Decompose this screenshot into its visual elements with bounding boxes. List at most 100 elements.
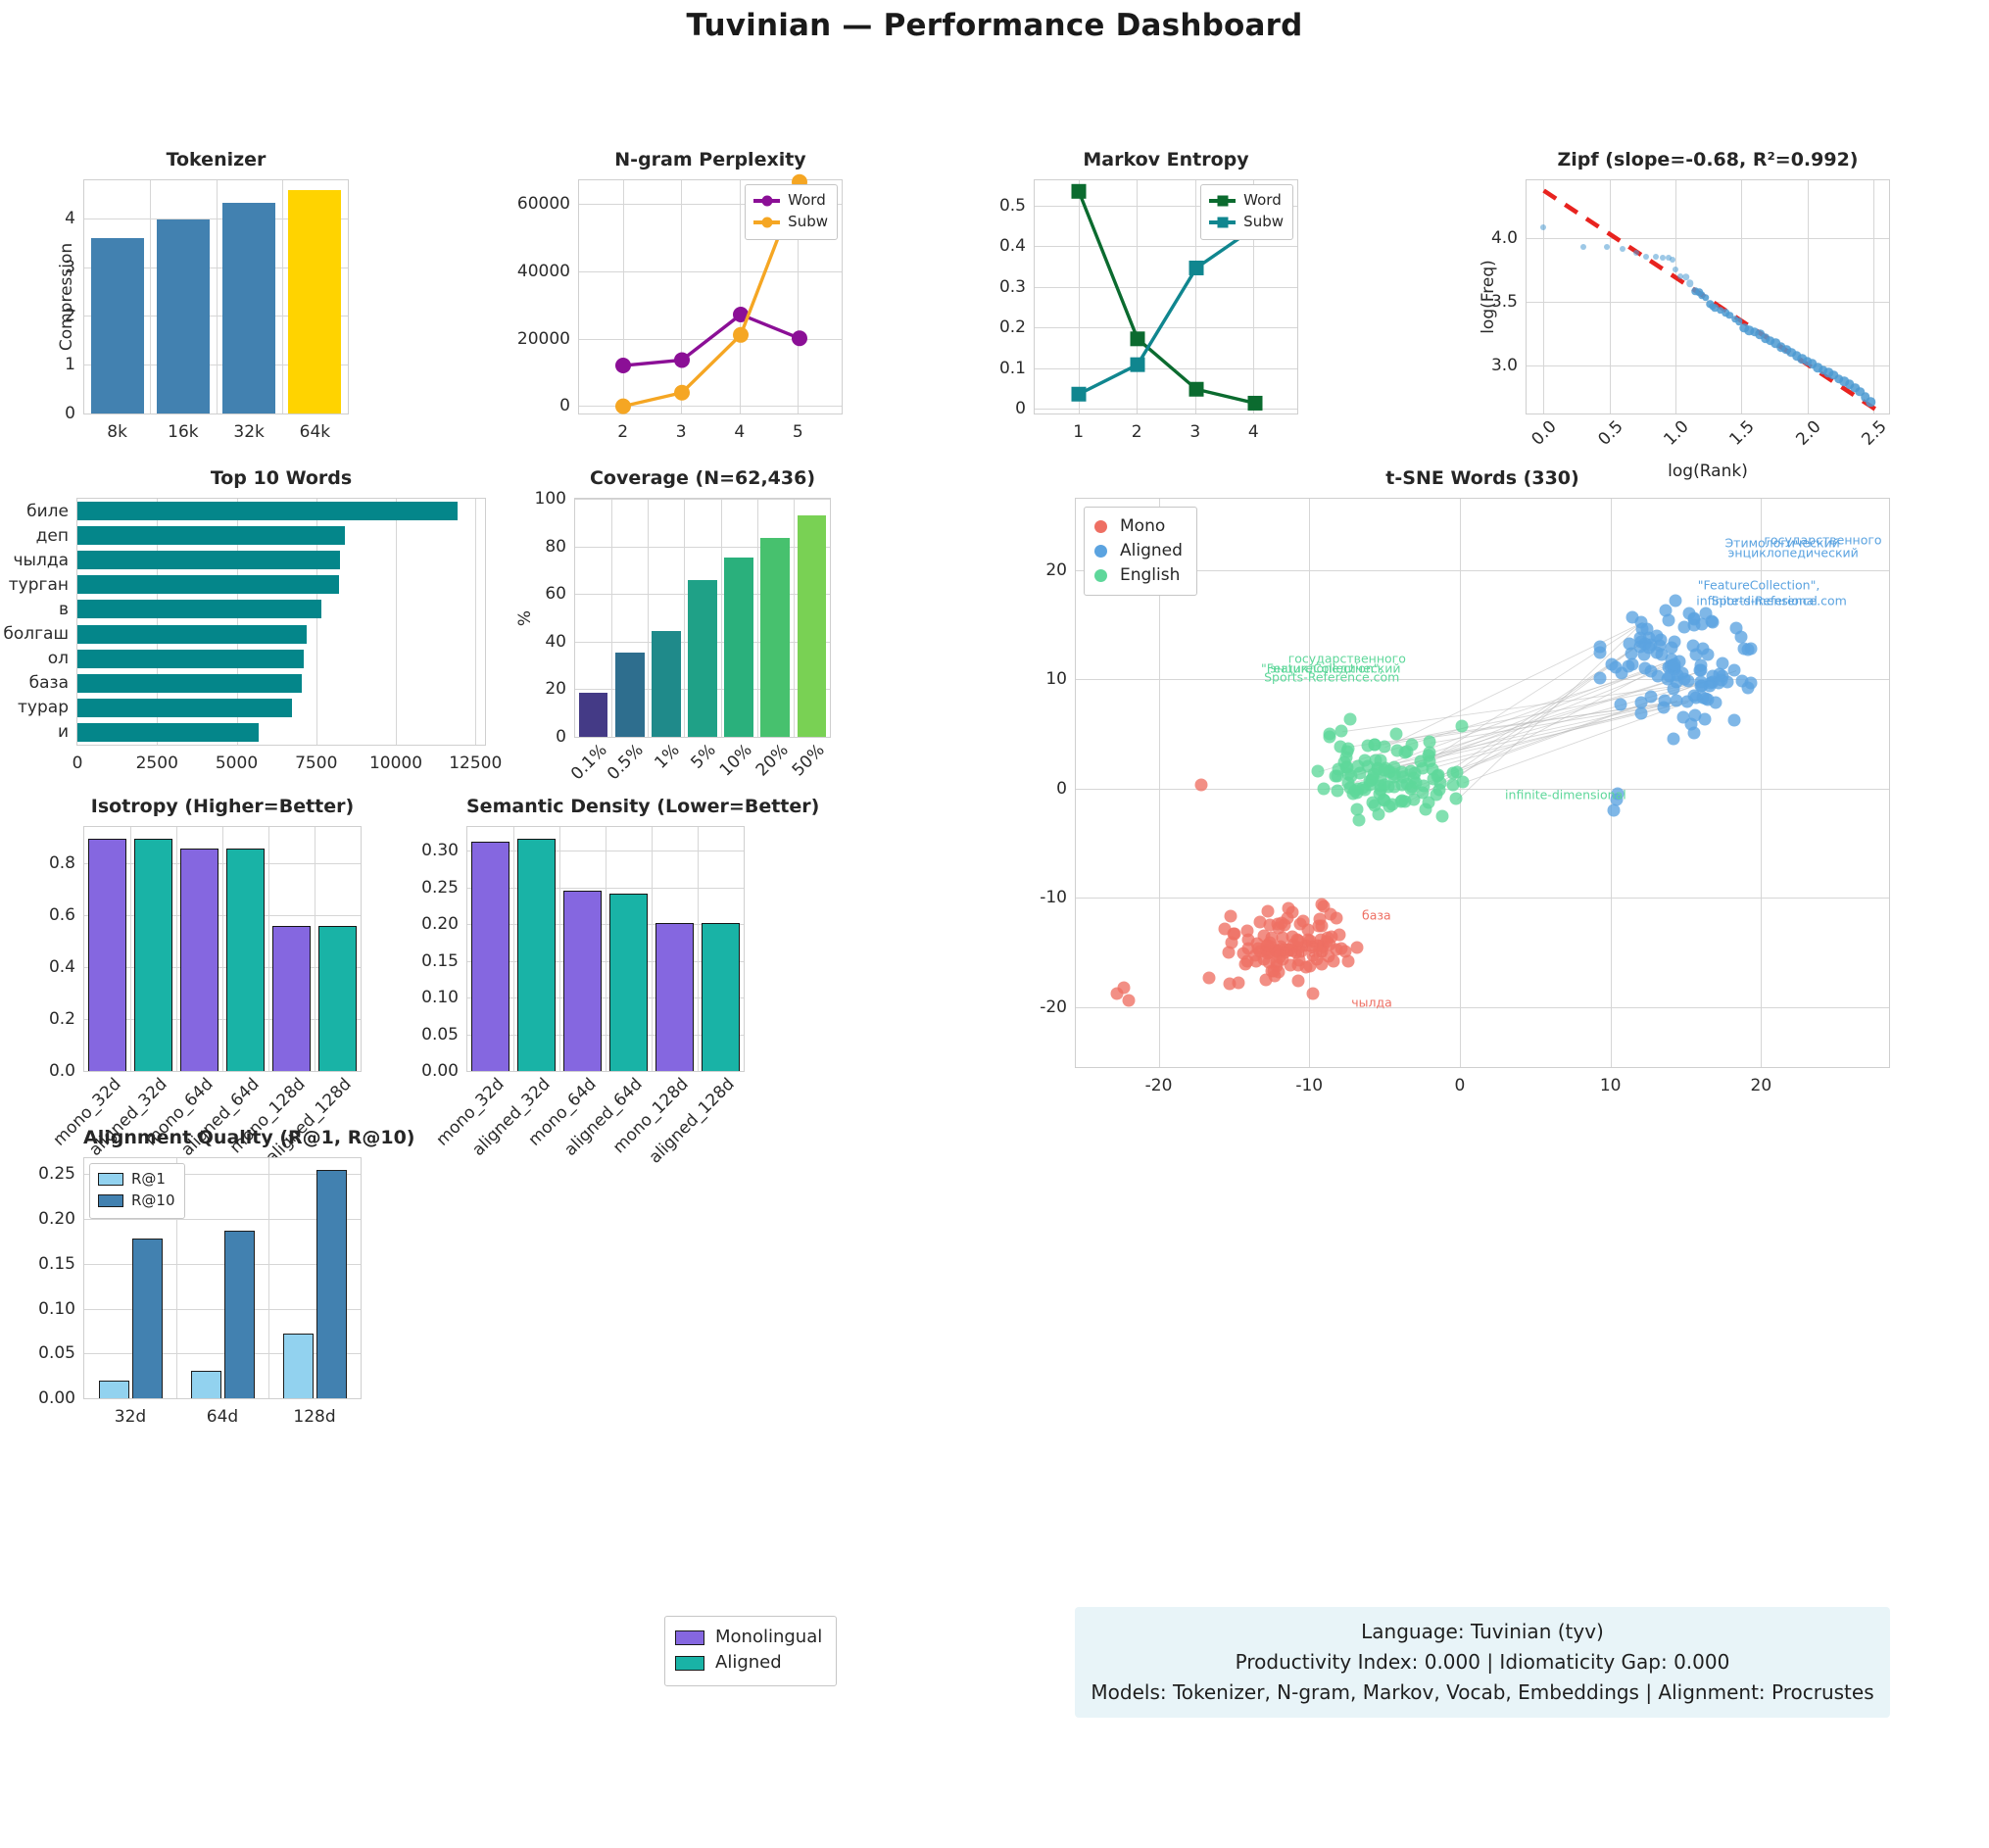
tsne-point-aligned <box>1635 622 1649 636</box>
gridline-vertical <box>648 499 650 737</box>
gridline-horizontal <box>84 967 361 969</box>
gridline-vertical <box>268 1158 269 1398</box>
y-axis-tick: 80 <box>545 536 566 557</box>
y-axis-tick: 10 <box>1045 669 1067 690</box>
hbar-болгаш <box>77 624 307 644</box>
tsne-point-aligned <box>1686 639 1700 653</box>
gridline-vertical <box>1253 180 1255 413</box>
tsne-point-aligned <box>1661 672 1674 686</box>
tsne-point-mono <box>1249 954 1263 968</box>
tsne-point-english <box>1352 813 1366 827</box>
tsne-point-english <box>1363 778 1377 792</box>
tsne-point-english <box>1334 724 1348 738</box>
tsne-point-mono <box>1286 905 1299 919</box>
y-axis-tick: 0.3 <box>998 276 1026 297</box>
tsne-point-aligned <box>1593 640 1607 654</box>
plot-area-markov_entropy: 0 0.1 0.2 0.3 0.4 0.5 1 2 3 4 Word Subw <box>999 179 1298 442</box>
legend-marker <box>761 195 773 207</box>
line-Subw <box>1078 225 1256 396</box>
connector-line <box>1375 701 1678 747</box>
monolingual-aligned-legend: Monolingual Aligned <box>664 1616 838 1686</box>
tsne-point-aligned <box>1727 713 1741 727</box>
tsne-point-mono <box>1276 931 1289 945</box>
y-axis-tick: 0.0 <box>48 1061 75 1081</box>
tsne-point-english <box>1337 755 1351 769</box>
gridline-vertical <box>1459 499 1461 1067</box>
tsne-point-english <box>1417 779 1431 793</box>
tsne-point-english <box>1405 738 1419 752</box>
tsne-point-aligned <box>1637 648 1651 661</box>
tsne-point-mono <box>1291 974 1305 987</box>
tsne-point-aligned <box>1680 695 1694 708</box>
connector-line <box>1395 682 1703 769</box>
legend-label: Word <box>1243 191 1282 209</box>
bar-mono_128d <box>272 925 311 1071</box>
gridline-horizontal <box>1035 246 1297 248</box>
chart-title-tsne: t-SNE Words (330) <box>1385 467 1579 489</box>
tsne-point-mono <box>1316 940 1330 953</box>
tsne-point-aligned <box>1737 642 1751 656</box>
x-axis-tick: 32d <box>114 1407 147 1427</box>
bar-128d-R@1 <box>283 1334 315 1398</box>
gridline-vertical <box>281 180 283 413</box>
tsne-point-aligned <box>1687 611 1701 625</box>
tsne-point-mono <box>1310 952 1324 965</box>
legend-label: R@1 <box>131 1170 166 1188</box>
gridline-vertical <box>236 499 238 745</box>
scatter-point <box>1861 392 1870 402</box>
tsne-point-english <box>1416 761 1430 775</box>
x-axis-tick: 20 <box>1750 1076 1772 1095</box>
tsne-point-aligned <box>1684 717 1698 731</box>
x-axis-tick: aligned_32d <box>467 1074 555 1160</box>
gridline-vertical <box>513 827 514 1071</box>
x-axis-tick: 12500 <box>449 754 503 773</box>
tsne-point-aligned <box>1605 657 1619 671</box>
connector-line <box>1378 702 1689 771</box>
y-axis-tick: 0.20 <box>38 1209 75 1230</box>
gridline-horizontal <box>84 1353 361 1355</box>
gridline-vertical <box>720 499 722 737</box>
marker-Subw <box>674 384 690 401</box>
tsne-point-english <box>1379 761 1392 775</box>
gridline-vertical <box>1543 180 1545 413</box>
scatter-point <box>1540 224 1547 231</box>
tsne-point-mono <box>1286 938 1300 951</box>
tsne-point-english <box>1387 770 1401 784</box>
tsne-point-mono <box>1311 939 1325 952</box>
scatter-point <box>1850 383 1860 393</box>
tsne-point-english <box>1446 778 1460 792</box>
tsne-point-mono <box>1293 917 1307 931</box>
tsne-point-mono <box>1306 987 1320 1000</box>
gridline-vertical <box>1761 499 1763 1067</box>
tsne-point-english <box>1446 766 1460 780</box>
hbar-и <box>77 722 260 742</box>
tsne-point-english <box>1395 778 1409 792</box>
tsne-point-aligned <box>1687 726 1701 740</box>
tsne-point-aligned <box>1688 708 1702 722</box>
scatter-point <box>1706 300 1714 308</box>
y-axis-tick: 0.25 <box>38 1164 75 1185</box>
tsne-point-mono <box>1270 955 1284 969</box>
tsne-point-mono <box>1303 959 1317 973</box>
x-axis-tick: 3 <box>675 422 687 442</box>
gridline-vertical <box>739 180 741 413</box>
tsne-point-english <box>1339 751 1353 764</box>
scatter-point <box>1686 279 1694 288</box>
legend-line-swatch <box>753 217 781 228</box>
plot-area-alignment_quality: 0.00 0.05 0.10 0.15 0.20 0.25 32d 64d 128d R@1 R@1… <box>38 1157 362 1427</box>
marker-Subw <box>792 173 807 190</box>
tsne-point-english <box>1368 738 1382 752</box>
tsne-point-mono <box>1261 939 1275 952</box>
gridline-vertical <box>1741 180 1743 413</box>
gridline-horizontal <box>575 689 830 691</box>
tsne-point-english <box>1340 745 1354 758</box>
tsne-point-english <box>1431 769 1444 783</box>
y-axis-tick: 0.10 <box>421 988 459 1007</box>
y-axis-tick: 0.2 <box>998 317 1026 338</box>
bar-32d-R@10 <box>131 1239 163 1398</box>
x-axis-tick: aligned_64d <box>176 1074 264 1160</box>
tsne-point-english <box>1378 778 1391 792</box>
legend-label: English <box>1120 564 1181 585</box>
legend-label: Subw <box>788 212 828 230</box>
